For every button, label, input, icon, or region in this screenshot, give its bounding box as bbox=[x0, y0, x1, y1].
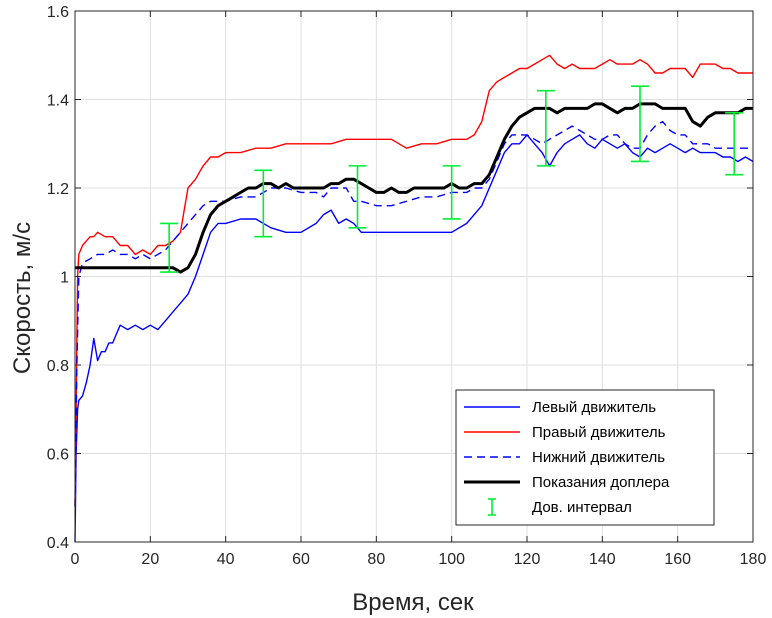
legend-item: Правый движитель bbox=[464, 424, 666, 441]
y-tick-label: 1 bbox=[60, 270, 69, 287]
series-line-3 bbox=[74, 120, 753, 507]
legend-item: Показания доплера bbox=[464, 474, 670, 491]
x-tick-label: 100 bbox=[438, 551, 465, 568]
x-tick-label: 160 bbox=[664, 551, 691, 568]
legend-label: Дов. интервал bbox=[532, 499, 632, 516]
x-tick-label: 120 bbox=[514, 551, 541, 568]
legend-label: Правый движитель bbox=[532, 424, 666, 441]
legend-box bbox=[455, 389, 715, 526]
error-bar bbox=[160, 222, 179, 273]
error-bar bbox=[348, 165, 367, 229]
y-tick-label: 0.6 bbox=[47, 447, 69, 464]
plot-area bbox=[74, 54, 754, 543]
legend-label: Показания доплера bbox=[532, 474, 670, 491]
x-tick-label: 140 bbox=[589, 551, 616, 568]
error-bar bbox=[631, 85, 649, 163]
x-tick-label: 80 bbox=[367, 551, 385, 568]
x-tick-label: 0 bbox=[71, 551, 80, 568]
y-tick-label: 1.6 bbox=[47, 4, 69, 21]
legend-item: Левый движитель bbox=[464, 399, 656, 416]
error-bar bbox=[725, 111, 744, 176]
x-tick-label: 60 bbox=[292, 551, 310, 568]
y-tick-label: 1.4 bbox=[47, 93, 69, 110]
y-tick-label: 0.4 bbox=[47, 535, 69, 552]
series-line-1 bbox=[74, 134, 754, 543]
x-axis-title: Время, сек bbox=[352, 589, 474, 616]
x-tick-label: 40 bbox=[217, 551, 235, 568]
legend-item: Дов. интервал bbox=[488, 498, 632, 516]
error-bar bbox=[536, 89, 555, 167]
legend-label: Нижний движитель bbox=[532, 449, 665, 466]
x-tick-label: 20 bbox=[141, 551, 159, 568]
error-bar bbox=[254, 169, 273, 238]
legend-label: Левый движитель bbox=[532, 399, 656, 416]
y-tick-label: 1.2 bbox=[47, 181, 69, 198]
legend: Левый движитель Правый движитель Нижний дв… bbox=[455, 389, 715, 526]
series-line-2 bbox=[74, 54, 753, 507]
error-bar bbox=[442, 165, 461, 220]
y-axis-title: Скорость, м/с bbox=[9, 222, 36, 374]
x-tick-label: 180 bbox=[740, 551, 767, 568]
legend-item: Нижний движитель bbox=[464, 449, 665, 466]
axes-ticks: 0 20 40 60 80 100 120 140 160 180 0.4 0.6 0.8 1 1.2 1.4… bbox=[47, 4, 767, 568]
y-tick-label: 0.8 bbox=[47, 358, 69, 375]
